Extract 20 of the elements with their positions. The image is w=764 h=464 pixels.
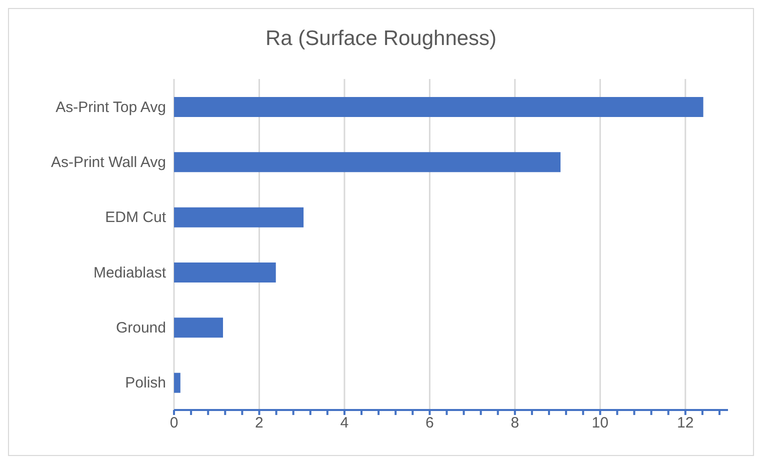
- y-tick-label: Mediablast: [93, 264, 167, 282]
- x-tick-label: 4: [340, 414, 349, 432]
- y-tick-label: Ground: [116, 320, 166, 337]
- y-tick-label: As-Print Top Avg: [56, 98, 166, 116]
- bar: [174, 318, 224, 338]
- x-tick-label: 12: [677, 414, 694, 432]
- chart-title: Ra (Surface Roughness): [264, 27, 498, 51]
- y-tick-label: Polish: [125, 374, 166, 392]
- bar: [174, 262, 276, 282]
- bar: [174, 207, 304, 228]
- x-tick-label: 2: [255, 414, 264, 432]
- x-tick-label: 8: [510, 414, 520, 432]
- x-tick-label: 10: [592, 414, 608, 432]
- x-tick-label: 0: [170, 414, 178, 432]
- bar: [174, 152, 561, 172]
- y-tick-label: As-Print Wall Avg: [50, 154, 166, 172]
- bar: [174, 372, 180, 393]
- bar: [174, 97, 704, 117]
- x-tick-label: 6: [426, 414, 434, 432]
- y-tick-label: EDM Cut: [105, 209, 167, 226]
